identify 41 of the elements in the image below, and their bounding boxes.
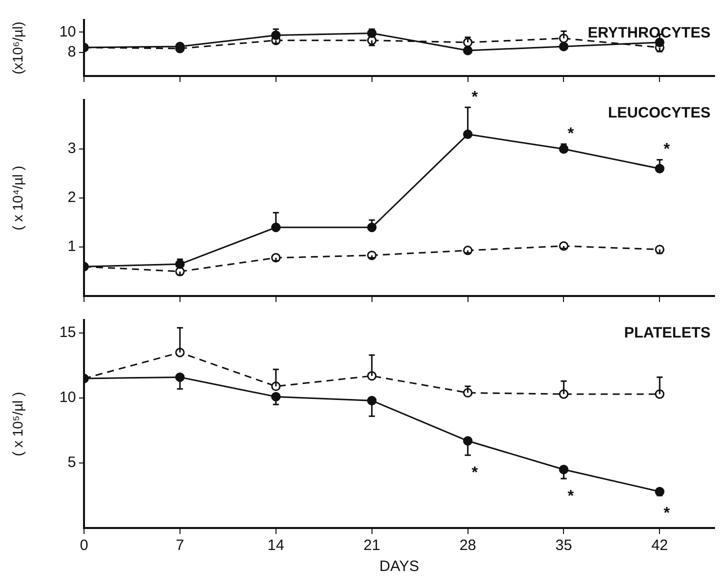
y-tick-label: 10 xyxy=(59,23,76,40)
point xyxy=(463,130,473,140)
annotation: * xyxy=(664,504,671,522)
annotation: * xyxy=(568,488,575,506)
chart-title: LEUCOCYTES xyxy=(608,104,710,122)
y-axis-title: ( x 10⁵/µl ) xyxy=(9,392,26,456)
point xyxy=(367,222,377,232)
point xyxy=(271,30,281,40)
annotation: * xyxy=(664,141,671,158)
point xyxy=(558,464,568,474)
point xyxy=(463,436,473,446)
point xyxy=(367,396,377,406)
y-axis-title: (x10⁶/µl) xyxy=(9,22,26,74)
y-tick-label: 15 xyxy=(59,324,76,342)
x-tick-label: 42 xyxy=(651,537,668,554)
annotation: * xyxy=(472,88,479,106)
annotation: * xyxy=(472,464,479,482)
x-tick-label: 0 xyxy=(80,537,88,554)
x-tick-label: 35 xyxy=(555,537,572,554)
point xyxy=(654,164,664,174)
x-tick-label: 28 xyxy=(459,537,476,554)
y-tick-label: 1 xyxy=(68,238,76,256)
x-tick-label: 21 xyxy=(363,537,380,554)
chart-title: PLATELETS xyxy=(624,324,710,342)
point xyxy=(271,392,281,402)
annotation: * xyxy=(568,126,575,143)
y-tick-label: 8 xyxy=(68,44,76,61)
x-tick-label: 14 xyxy=(268,537,284,554)
y-axis-title: ( x 10⁴/µl ) xyxy=(9,166,26,230)
point xyxy=(558,144,568,154)
chart-title: ERYTHROCYTES xyxy=(588,24,710,42)
x-axis-title: DAYS xyxy=(379,558,420,576)
point xyxy=(271,222,281,232)
y-tick-label: 2 xyxy=(68,189,76,206)
point xyxy=(654,38,664,48)
y-tick-label: 5 xyxy=(68,454,76,472)
x-tick-label: 7 xyxy=(176,537,184,554)
y-tick-label: 3 xyxy=(68,140,76,158)
point xyxy=(558,42,568,52)
point xyxy=(175,259,185,269)
y-tick-label: 10 xyxy=(59,389,76,406)
